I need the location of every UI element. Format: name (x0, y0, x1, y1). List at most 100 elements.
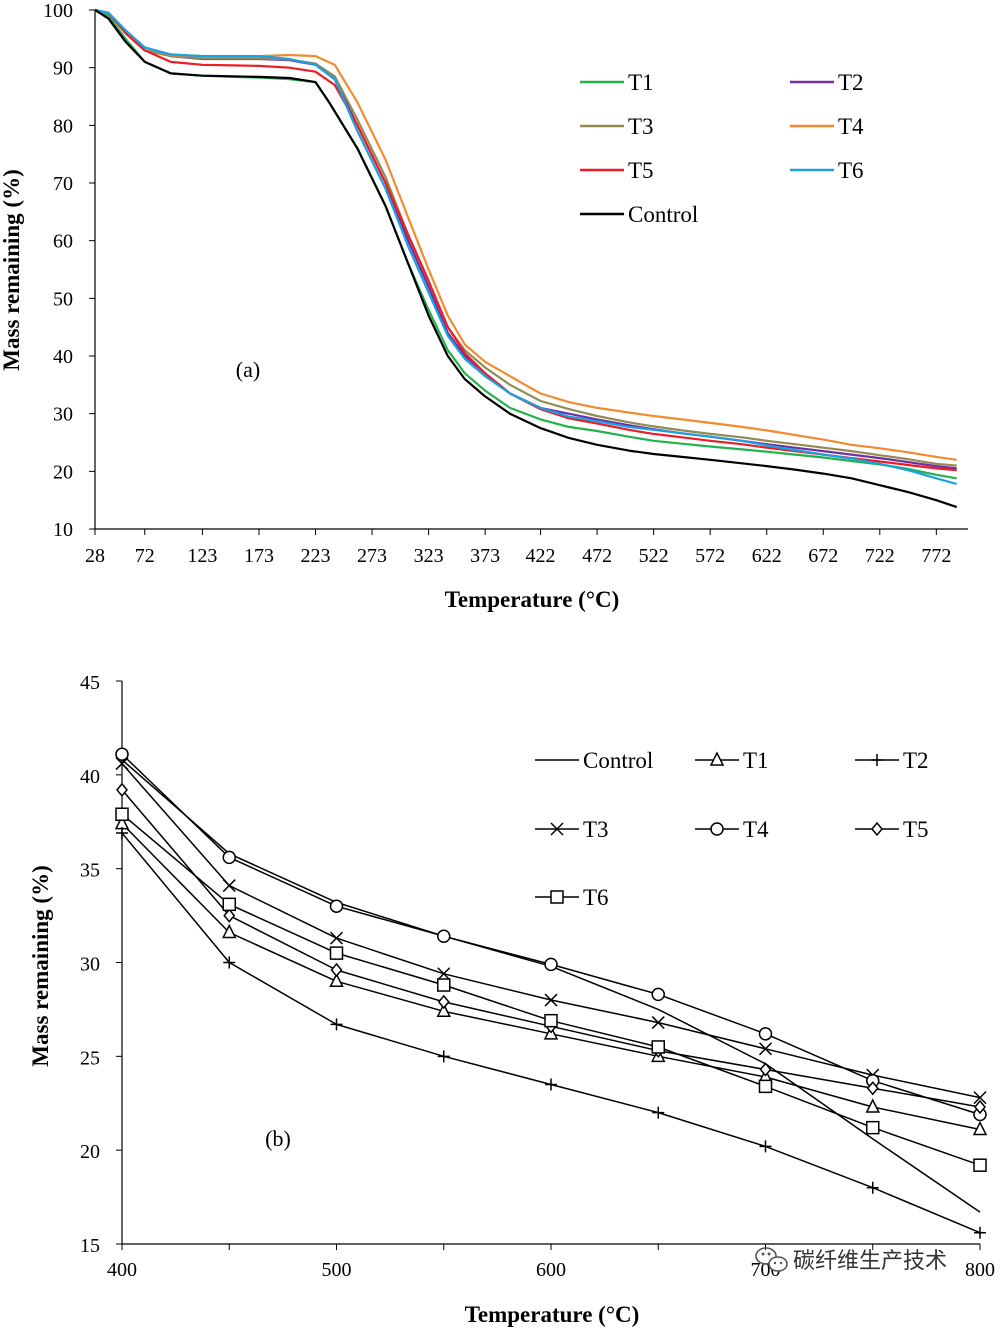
chart-a: 10 20 30 40 50 60 70 80 90 100 28 72 123 173 223 273 323… (0, 0, 968, 612)
y-tick-label: 90 (53, 58, 73, 80)
x-tick-label: 400 (107, 1259, 137, 1281)
legend-label-t6: T6 (583, 885, 609, 910)
y-tick-label: 40 (80, 766, 100, 788)
x-tick-label: 472 (582, 545, 612, 567)
data-point-t6 (222, 897, 236, 912)
legend-label-t5: T5 (628, 158, 654, 183)
series-line-t3 (121, 763, 981, 1099)
watermark-text: 碳纤维生产技术 (793, 1248, 947, 1273)
x-tick-label: 72 (135, 545, 155, 567)
data-point-t1 (222, 923, 237, 939)
wechat-icon (755, 1247, 788, 1272)
series-line-t2 (94, 8, 957, 470)
data-point-t5 (866, 1081, 879, 1096)
panel-label: (b) (265, 1126, 291, 1151)
x-tick-label: 522 (639, 545, 669, 567)
series-line-t6 (94, 8, 957, 486)
data-point-t1 (972, 1120, 988, 1136)
legend-marker-t4 (710, 822, 724, 836)
legend-label-t3: T3 (583, 817, 609, 842)
x-tick-label: 672 (808, 545, 838, 567)
data-point-t6 (329, 946, 344, 960)
x-tick-label: 622 (752, 545, 782, 567)
y-tick-label: 45 (80, 672, 100, 694)
series-line-control (121, 759, 981, 1213)
legend-marker-t1 (709, 751, 725, 766)
data-point-t6 (758, 1079, 773, 1094)
series-line-t1 (94, 8, 957, 480)
data-point-t6 (544, 1013, 558, 1028)
series-line-t5 (121, 789, 981, 1108)
panel-label: (a) (236, 357, 260, 382)
y-tick-label: 70 (53, 173, 73, 195)
data-point-t1 (329, 972, 344, 988)
y-axis-title: Mass remaining (%) (0, 169, 24, 370)
legend-label-t2: T2 (838, 70, 864, 95)
data-point-t6 (973, 1158, 987, 1172)
data-point-t4 (115, 747, 129, 761)
data-point-t3 (651, 1016, 665, 1030)
data-point-t5 (330, 962, 343, 978)
x-tick-label: 572 (695, 545, 725, 567)
data-point-t1 (436, 1002, 451, 1018)
data-point-t6 (115, 807, 129, 821)
series-line-t4 (121, 753, 981, 1116)
data-point-t3 (758, 1042, 773, 1056)
data-point-t4 (758, 1027, 773, 1041)
x-tick-label: 373 (470, 545, 500, 567)
y-tick-label: 25 (80, 1047, 100, 1069)
data-point-t6 (866, 1120, 880, 1135)
x-tick-label: 223 (301, 545, 331, 567)
legend-marker-t6 (550, 890, 564, 904)
data-point-t3 (329, 931, 344, 945)
legend-label-t3: T3 (628, 114, 654, 139)
x-tick-label: 273 (357, 545, 387, 567)
y-tick-label: 10 (53, 519, 73, 541)
data-point-t4 (329, 899, 344, 913)
x-tick-label: 772 (921, 545, 951, 567)
data-point-t5 (974, 1099, 986, 1115)
y-tick-label: 20 (53, 461, 73, 483)
legend-label-control: Control (583, 748, 653, 773)
data-point-t4 (651, 987, 665, 1002)
legend-label-control: Control (628, 202, 698, 227)
data-point-t4 (222, 850, 236, 865)
watermark: 碳纤维生产技术 (755, 1247, 947, 1273)
data-point-t6 (437, 978, 451, 992)
series-line-control (94, 9, 958, 509)
x-tick-label: 800 (965, 1259, 995, 1281)
data-point-t3 (437, 967, 451, 981)
legend-marker-t5 (871, 821, 883, 837)
data-point-t2 (223, 956, 236, 969)
y-tick-label: 100 (43, 0, 73, 22)
data-point-t5 (223, 908, 236, 923)
x-axis-title: Temperature (°C) (465, 1302, 640, 1327)
data-point-t5 (759, 1062, 772, 1077)
x-tick-label: 600 (536, 1259, 566, 1281)
x-tick-label: 173 (244, 545, 274, 567)
x-tick-label: 28 (85, 545, 105, 567)
data-point-t2 (116, 827, 128, 840)
y-tick-label: 80 (53, 115, 73, 137)
legend-label-t4: T4 (743, 817, 769, 842)
data-point-t2 (652, 1106, 665, 1119)
series-line-t3 (94, 8, 957, 467)
data-point-t3 (544, 993, 558, 1007)
data-point-t6 (651, 1040, 665, 1054)
legend-marker-t3 (550, 822, 564, 836)
legend-label-t6: T6 (838, 158, 864, 183)
x-tick-label: 323 (414, 545, 444, 567)
y-tick-label: 35 (80, 860, 100, 882)
legend-label-t5: T5 (903, 817, 929, 842)
legend-label-t1: T1 (743, 748, 769, 773)
data-point-t2 (866, 1181, 879, 1194)
y-tick-label: 30 (80, 954, 100, 976)
data-point-t1 (865, 1098, 880, 1113)
x-axis-title: Temperature (°C) (445, 587, 620, 612)
x-tick-label: 500 (322, 1259, 352, 1281)
data-point-t3 (222, 879, 236, 893)
data-point-t3 (973, 1091, 987, 1105)
y-tick-label: 15 (80, 1235, 100, 1257)
